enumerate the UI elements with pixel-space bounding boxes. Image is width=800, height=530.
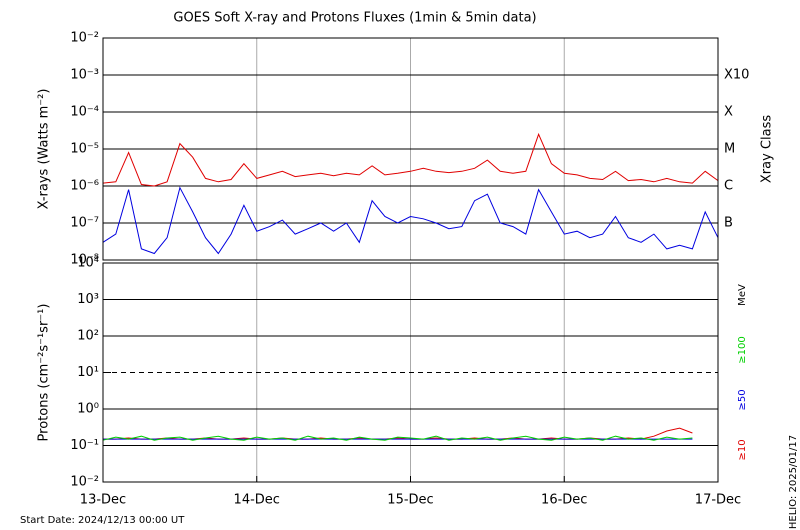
class-axis-label: Xray Class [760,115,775,183]
y-tick-label: 10⁻⁵ [70,142,99,157]
class-label: M [724,142,735,157]
y-tick-label: 10³ [77,292,99,307]
legend-label: ≥50 [737,389,748,410]
y-tick-label: 10¹ [77,365,99,380]
x-tick-label: 16-Dec [541,493,587,508]
y-tick-label: 10⁰ [77,402,99,417]
start-date: Start Date: 2024/12/13 00:00 UT [20,515,185,526]
energy-unit: MeV [737,284,748,306]
y-tick-label: 10² [77,329,99,344]
legend-label: ≥100 [737,336,748,363]
chart-title: GOES Soft X-ray and Protons Fluxes (1min… [173,11,536,26]
class-label: X10 [724,68,749,83]
y-tick-label: 10⁻⁷ [70,216,99,231]
legend-label: ≥10 [737,439,748,460]
y-axis-label: X-rays (Watts m⁻²) [37,89,52,210]
y-tick-label: 10⁻⁶ [70,179,99,194]
x-tick-label: 15-Dec [387,493,433,508]
series-line [102,132,719,187]
class-label: X [724,105,733,120]
x-tick-label: 13-Dec [80,493,126,508]
x-tick-label: 14-Dec [234,493,280,508]
y-tick-label: 10⁻² [70,475,99,490]
class-label: C [724,179,733,194]
y-tick-label: 10⁴ [77,256,99,271]
class-label: B [724,216,733,231]
y-tick-label: 10⁻⁴ [70,105,99,120]
series-line [102,186,719,255]
y-tick-label: 10⁻⁸ [70,253,99,268]
y-tick-label: 10⁻² [70,31,99,46]
series-line [102,435,693,441]
y-tick-label: 10⁻³ [70,68,99,83]
plot-frame [102,262,719,483]
x-tick-label: 17-Dec [695,493,741,508]
credit: HELIO: 2025/01/17 [788,435,799,529]
y-axis-label: Protons (cm⁻²s⁻¹sr⁻¹) [37,304,52,442]
plot-frame [102,37,719,261]
y-tick-label: 10⁻¹ [70,438,99,453]
